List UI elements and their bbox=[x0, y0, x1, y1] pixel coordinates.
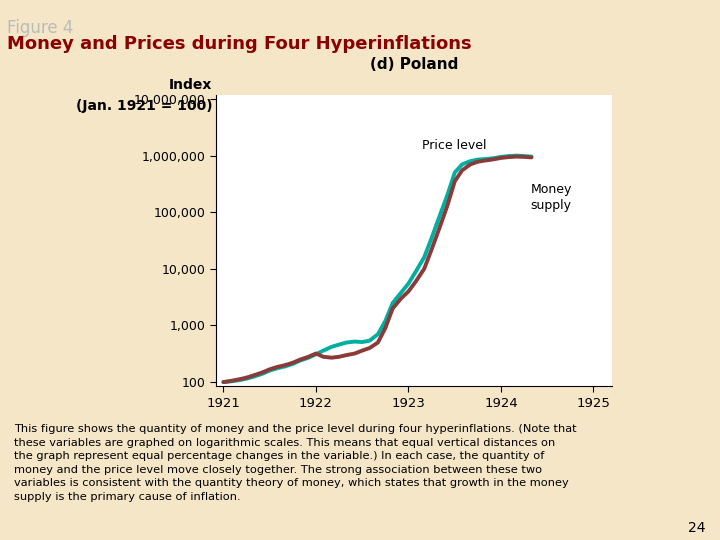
Text: Money and Prices during Four Hyperinflations: Money and Prices during Four Hyperinflat… bbox=[7, 35, 472, 53]
Text: Money
supply: Money supply bbox=[531, 183, 572, 212]
Text: Index: Index bbox=[169, 78, 212, 92]
Text: Figure 4: Figure 4 bbox=[7, 19, 73, 37]
Text: This figure shows the quantity of money and the price level during four hyperinf: This figure shows the quantity of money … bbox=[14, 424, 577, 502]
Text: 24: 24 bbox=[688, 521, 706, 535]
Text: (d) Poland: (d) Poland bbox=[370, 57, 458, 72]
Text: Price level: Price level bbox=[423, 139, 487, 152]
Text: (Jan. 1921 = 100): (Jan. 1921 = 100) bbox=[76, 99, 212, 113]
